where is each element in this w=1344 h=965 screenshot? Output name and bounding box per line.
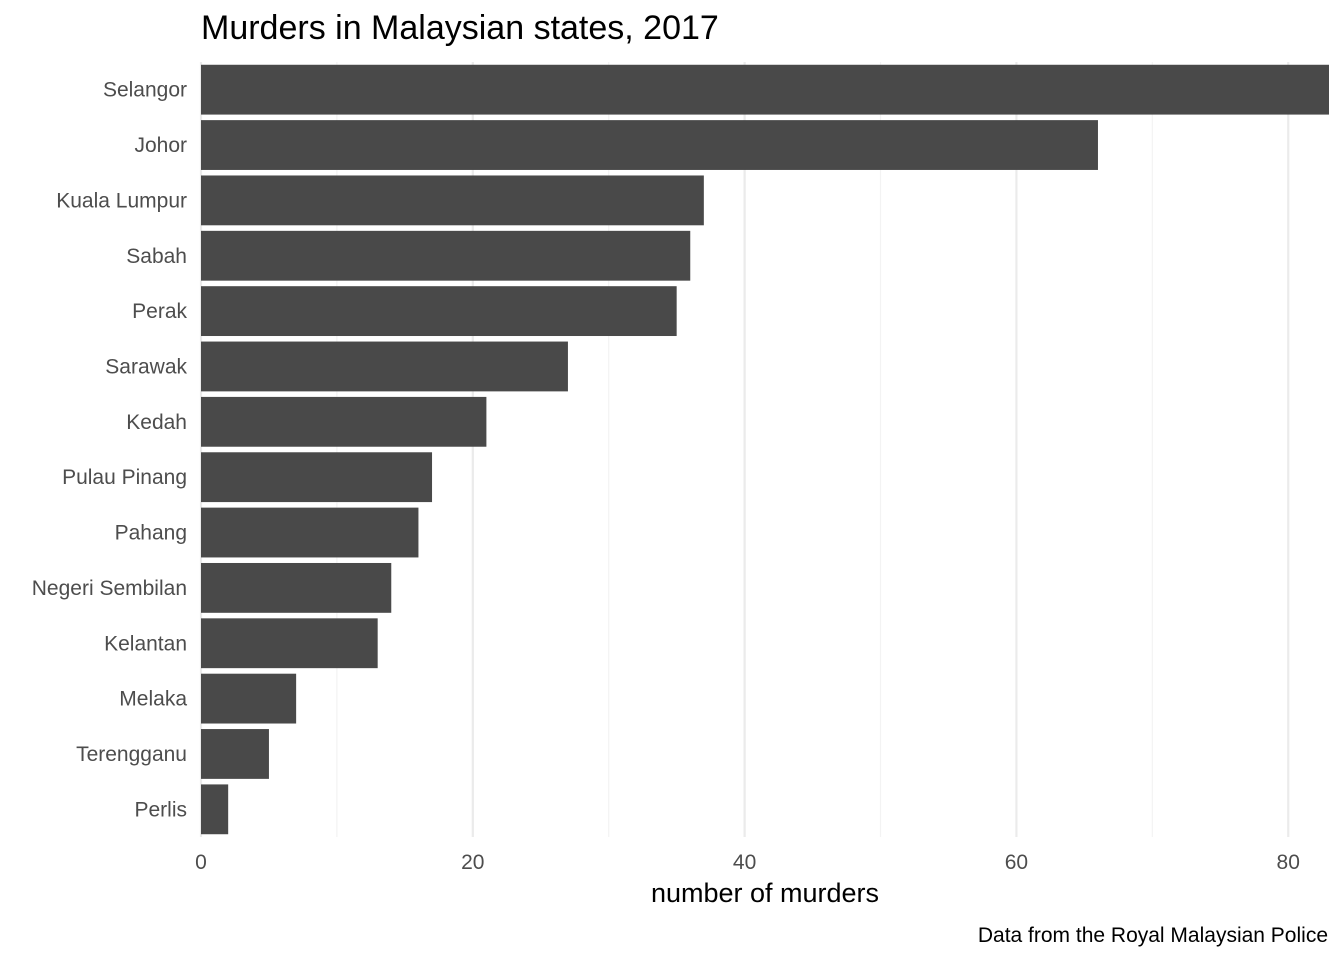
bar-perlis bbox=[201, 784, 229, 835]
category-label: Pulau Pinang bbox=[62, 466, 187, 489]
x-axis-title: number of murders bbox=[651, 878, 879, 908]
category-label: Kedah bbox=[126, 411, 187, 434]
bar-negeri-sembilan bbox=[201, 562, 392, 613]
x-tick-label: 40 bbox=[733, 851, 756, 874]
x-tick-label: 20 bbox=[461, 851, 484, 874]
bar-johor bbox=[201, 120, 1098, 170]
category-label: Sarawak bbox=[105, 355, 187, 378]
category-label: Johor bbox=[134, 134, 187, 157]
x-tick-label: 0 bbox=[195, 851, 207, 874]
category-labels: Selangor Johor Kuala Lumpur Sabah Perak Saraw… bbox=[32, 79, 188, 822]
bar-pulau-pinang bbox=[201, 452, 433, 503]
bar-sarawak bbox=[201, 341, 568, 392]
bar-kuala-lumpur bbox=[201, 175, 704, 226]
x-tick-labels: 0 20 40 60 80 bbox=[195, 851, 1300, 874]
category-label: Melaka bbox=[119, 688, 187, 711]
chart-caption: Data from the Royal Malaysian Police bbox=[978, 924, 1328, 947]
category-label: Negeri Sembilan bbox=[32, 577, 187, 600]
bar-terengganu bbox=[201, 729, 269, 779]
bar-perak bbox=[201, 286, 677, 337]
x-tick-label: 80 bbox=[1277, 851, 1300, 874]
bar-kedah bbox=[201, 396, 487, 447]
category-label: Perlis bbox=[134, 798, 187, 821]
category-label: Kelantan bbox=[104, 632, 187, 655]
category-label: Sabah bbox=[126, 245, 187, 268]
bar-pahang bbox=[201, 507, 419, 558]
category-label: Selangor bbox=[103, 79, 187, 102]
category-label: Terengganu bbox=[76, 743, 187, 766]
bar-kelantan bbox=[201, 618, 378, 669]
bar-melaka bbox=[201, 673, 297, 724]
category-label: Kuala Lumpur bbox=[56, 189, 187, 212]
category-label: Perak bbox=[132, 300, 187, 323]
x-tick-label: 60 bbox=[1005, 851, 1028, 874]
bars bbox=[201, 64, 1329, 835]
bar-selangor bbox=[201, 64, 1329, 115]
category-label: Pahang bbox=[115, 522, 187, 545]
chart-title: Murders in Malaysian states, 2017 bbox=[201, 9, 719, 47]
bar-sabah bbox=[201, 230, 691, 281]
